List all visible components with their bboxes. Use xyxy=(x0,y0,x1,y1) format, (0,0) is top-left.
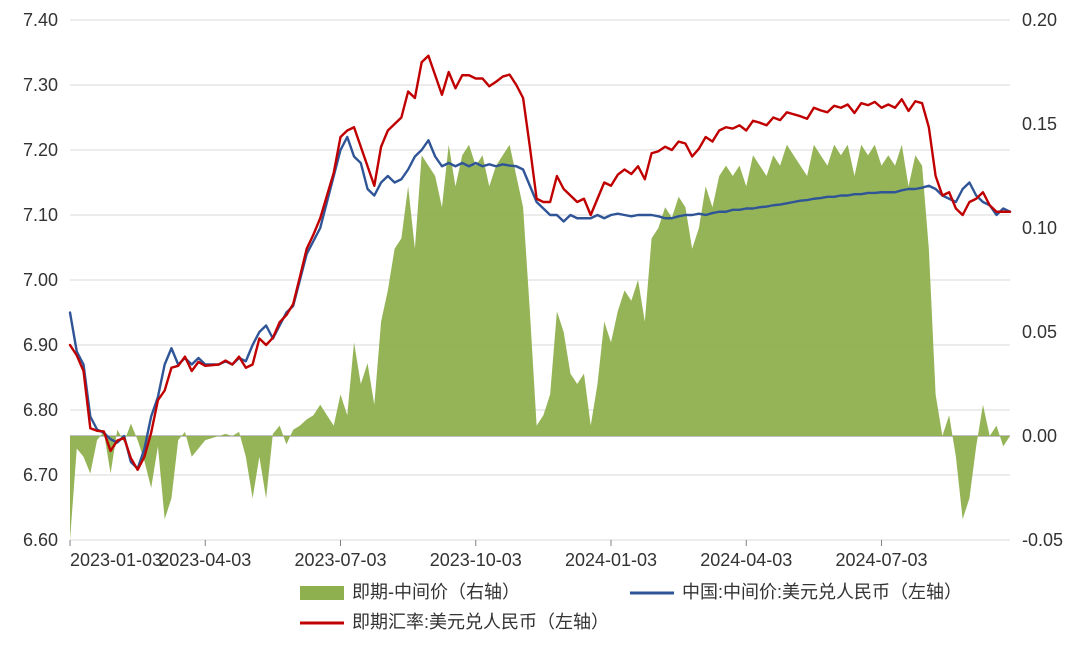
left-tick-label: 7.20 xyxy=(23,140,58,160)
right-tick-label: 0.05 xyxy=(1022,322,1057,342)
x-tick-label: 2024-07-03 xyxy=(835,550,927,570)
left-axis-ticks: 6.60 6.70 6.80 6.90 7.00 7.10 7.20 7.30 7.40 xyxy=(23,10,58,550)
left-tick-label: 7.00 xyxy=(23,270,58,290)
right-tick-label: -0.05 xyxy=(1022,530,1063,550)
left-tick-label: 7.30 xyxy=(23,75,58,95)
legend-label: 即期-中间价（右轴） xyxy=(352,582,520,602)
x-tick-label: 2024-01-03 xyxy=(565,550,657,570)
x-tick-label: 2023-04-03 xyxy=(159,550,251,570)
left-tick-label: 6.60 xyxy=(23,530,58,550)
left-tick-label: 7.40 xyxy=(23,10,58,30)
left-tick-label: 6.80 xyxy=(23,400,58,420)
left-tick-label: 7.10 xyxy=(23,205,58,225)
right-tick-label: 0.15 xyxy=(1022,114,1057,134)
chart-svg: 6.60 6.70 6.80 6.90 7.00 7.10 7.20 7.30 7.40 -0.0… xyxy=(0,0,1080,651)
legend-label: 即期汇率:美元兑人民币（左轴） xyxy=(352,612,609,632)
x-tick-label: 2024-04-03 xyxy=(700,550,792,570)
x-tick-label: 2023-07-03 xyxy=(294,550,386,570)
right-tick-label: 0.20 xyxy=(1022,10,1057,30)
left-tick-label: 6.90 xyxy=(23,335,58,355)
right-tick-label: 0.10 xyxy=(1022,218,1057,238)
right-tick-label: 0.00 xyxy=(1022,426,1057,446)
x-tick-label: 2023-01-03 xyxy=(70,550,162,570)
x-tick-label: 2023-10-03 xyxy=(430,550,522,570)
exchange-rate-chart: 6.60 6.70 6.80 6.90 7.00 7.10 7.20 7.30 7.40 -0.0… xyxy=(0,0,1080,651)
left-tick-label: 6.70 xyxy=(23,465,58,485)
legend-label: 中国:中间价:美元兑人民币（左轴） xyxy=(682,582,962,602)
